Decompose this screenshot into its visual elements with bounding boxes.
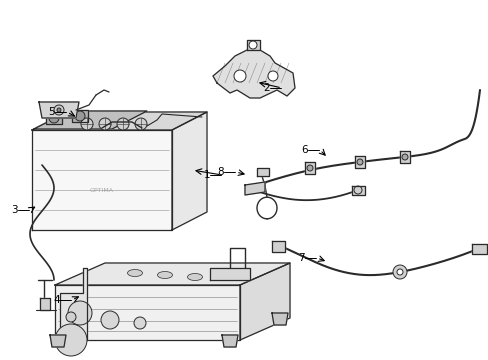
Circle shape	[248, 41, 257, 49]
Ellipse shape	[157, 271, 172, 279]
Polygon shape	[53, 268, 87, 342]
Polygon shape	[351, 186, 364, 195]
Polygon shape	[271, 241, 285, 252]
Circle shape	[306, 165, 312, 171]
Circle shape	[49, 113, 59, 123]
Polygon shape	[50, 335, 66, 347]
Circle shape	[401, 154, 407, 160]
Polygon shape	[399, 151, 409, 163]
Circle shape	[396, 269, 402, 275]
Text: 1: 1	[203, 170, 209, 180]
Circle shape	[54, 105, 64, 115]
Polygon shape	[244, 182, 264, 195]
Polygon shape	[246, 40, 260, 50]
Polygon shape	[213, 50, 294, 98]
Text: 8: 8	[217, 167, 224, 177]
Circle shape	[66, 312, 76, 322]
Ellipse shape	[187, 274, 202, 280]
Circle shape	[57, 108, 61, 112]
Circle shape	[353, 186, 361, 194]
Polygon shape	[172, 112, 206, 230]
Polygon shape	[32, 130, 172, 230]
Circle shape	[356, 159, 362, 165]
Polygon shape	[471, 244, 486, 254]
Circle shape	[81, 118, 93, 130]
Circle shape	[392, 265, 406, 279]
Circle shape	[99, 118, 111, 130]
Polygon shape	[209, 268, 249, 280]
Text: 4: 4	[53, 295, 60, 305]
Polygon shape	[46, 112, 62, 124]
Polygon shape	[222, 335, 238, 347]
Circle shape	[234, 70, 245, 82]
Text: 7: 7	[298, 253, 305, 263]
Polygon shape	[40, 298, 50, 310]
Polygon shape	[354, 156, 364, 168]
Polygon shape	[32, 112, 206, 130]
Ellipse shape	[127, 270, 142, 276]
Text: 3: 3	[11, 205, 18, 215]
Text: 6: 6	[301, 145, 307, 155]
Polygon shape	[34, 111, 147, 129]
Polygon shape	[305, 162, 314, 174]
Polygon shape	[271, 313, 287, 325]
Circle shape	[117, 118, 129, 130]
Circle shape	[68, 301, 92, 325]
Circle shape	[75, 111, 85, 121]
Circle shape	[101, 311, 119, 329]
Circle shape	[135, 118, 147, 130]
Text: 2: 2	[263, 83, 269, 93]
Polygon shape	[55, 263, 289, 285]
Circle shape	[134, 317, 146, 329]
Polygon shape	[39, 102, 79, 118]
Circle shape	[55, 324, 87, 356]
Text: OPTIMA: OPTIMA	[90, 188, 114, 193]
Polygon shape	[240, 263, 289, 340]
Circle shape	[267, 71, 278, 81]
Text: 5: 5	[48, 107, 55, 117]
Polygon shape	[257, 168, 268, 176]
Polygon shape	[72, 110, 88, 122]
Polygon shape	[55, 285, 240, 340]
